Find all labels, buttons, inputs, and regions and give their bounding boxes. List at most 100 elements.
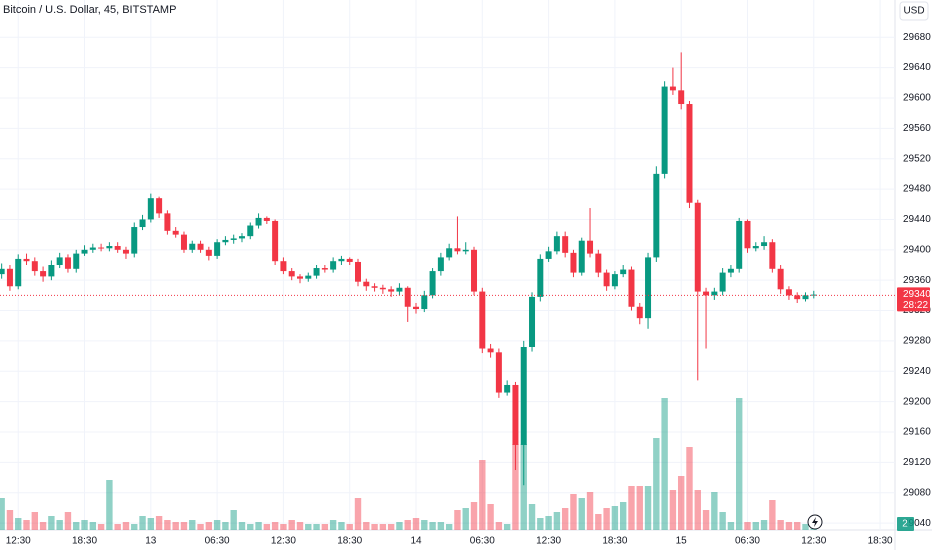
candle-body bbox=[305, 275, 312, 279]
volume-bar bbox=[412, 518, 420, 530]
candle-body bbox=[437, 257, 444, 272]
candle-body bbox=[611, 274, 618, 287]
candle-body bbox=[413, 306, 420, 310]
candle-body bbox=[313, 268, 320, 276]
volume-bar bbox=[31, 512, 39, 530]
x-tick-label: 06:30 bbox=[735, 536, 760, 547]
y-tick-label: 29040 bbox=[903, 518, 931, 529]
x-tick-label: 18:30 bbox=[337, 536, 362, 547]
candle-body bbox=[777, 268, 784, 290]
volume-bar bbox=[644, 486, 652, 530]
volume-bar bbox=[139, 516, 146, 530]
x-tick-label: 06:30 bbox=[205, 536, 230, 547]
volume-bar bbox=[636, 486, 643, 530]
candle-body bbox=[545, 251, 552, 259]
candle-body bbox=[247, 225, 254, 237]
volume-bar bbox=[15, 518, 22, 530]
candle-body bbox=[355, 261, 361, 282]
candle-body bbox=[603, 272, 610, 287]
candle-body bbox=[537, 258, 544, 297]
y-tick-label: 29440 bbox=[903, 214, 931, 225]
candle-body bbox=[23, 258, 30, 262]
volume-bar bbox=[305, 524, 312, 530]
candle-body bbox=[272, 220, 279, 262]
volume-bar bbox=[561, 508, 569, 530]
volume-bar bbox=[222, 522, 229, 530]
volume-bar bbox=[255, 522, 262, 530]
volume-label: 2 bbox=[902, 519, 908, 530]
volume-bar bbox=[238, 522, 246, 530]
volume-bar bbox=[387, 524, 395, 530]
candle-body bbox=[15, 258, 22, 287]
volume-bar bbox=[379, 524, 387, 530]
volume-bar bbox=[802, 524, 809, 530]
volume-bar bbox=[437, 522, 445, 530]
candle-body bbox=[89, 247, 96, 250]
candle-body bbox=[64, 257, 71, 269]
volume-bar bbox=[0, 498, 5, 530]
y-tick-label: 29160 bbox=[903, 427, 931, 438]
candle-body bbox=[371, 286, 378, 288]
volume-bar bbox=[528, 504, 536, 530]
candle-body bbox=[388, 289, 395, 292]
volume-bar bbox=[470, 502, 478, 530]
y-tick-label: 29080 bbox=[903, 487, 931, 498]
candle-body bbox=[512, 384, 519, 445]
volume-bar bbox=[677, 476, 685, 530]
volume-bar bbox=[97, 524, 105, 530]
candle-body bbox=[487, 348, 494, 353]
volume-bar bbox=[611, 506, 619, 530]
candle-body bbox=[471, 249, 478, 292]
last-price-label: 29340 bbox=[903, 289, 931, 300]
volume-bar bbox=[189, 520, 196, 530]
candle-body bbox=[180, 234, 187, 250]
volume-bar bbox=[6, 510, 14, 530]
candle-body bbox=[686, 104, 693, 203]
volume-bar bbox=[247, 524, 254, 530]
candle-body bbox=[703, 291, 710, 296]
volume-bar bbox=[338, 522, 345, 530]
volume-bar bbox=[495, 522, 503, 530]
candle-body bbox=[562, 236, 569, 253]
countdown: 28:22 bbox=[903, 300, 928, 311]
candle-body bbox=[570, 252, 577, 273]
volume-bar bbox=[520, 444, 527, 530]
x-tick-label: 14 bbox=[410, 536, 422, 547]
candle-body bbox=[139, 219, 146, 228]
volume-bar bbox=[628, 486, 635, 530]
volume-bar bbox=[744, 522, 751, 530]
candle-body bbox=[189, 243, 196, 250]
volume-bar bbox=[686, 447, 693, 530]
volume-bar bbox=[106, 480, 113, 530]
candle-body bbox=[280, 261, 287, 272]
volume-bar bbox=[73, 522, 80, 530]
candle-body bbox=[81, 249, 88, 254]
volume-bar bbox=[537, 518, 544, 530]
candle-body bbox=[56, 257, 63, 265]
volume-bar bbox=[545, 516, 552, 530]
y-tick-label: 29520 bbox=[903, 153, 931, 164]
candle-body bbox=[785, 289, 792, 296]
volume-bar bbox=[694, 490, 701, 530]
candle-body bbox=[330, 261, 337, 270]
volume-bar bbox=[454, 510, 461, 530]
volume-bar bbox=[595, 514, 602, 530]
candle-body bbox=[263, 217, 270, 221]
candle-body bbox=[346, 258, 353, 262]
volume-bar bbox=[296, 522, 304, 530]
volume-bar bbox=[48, 516, 55, 530]
candle-body bbox=[147, 198, 154, 220]
candle-body bbox=[744, 220, 751, 249]
volume-bar bbox=[354, 498, 362, 530]
candle-body bbox=[495, 352, 502, 393]
currency-box[interactable] bbox=[899, 1, 929, 21]
candle-body bbox=[98, 247, 105, 249]
candle-body bbox=[454, 248, 461, 252]
event-icon-bolt bbox=[812, 517, 818, 527]
y-tick-label: 29400 bbox=[903, 244, 931, 255]
volume-bar bbox=[263, 524, 271, 530]
volume-bar bbox=[155, 516, 163, 530]
volume-bar bbox=[205, 522, 213, 530]
candle-body bbox=[404, 287, 411, 307]
volume-bar bbox=[122, 522, 130, 530]
